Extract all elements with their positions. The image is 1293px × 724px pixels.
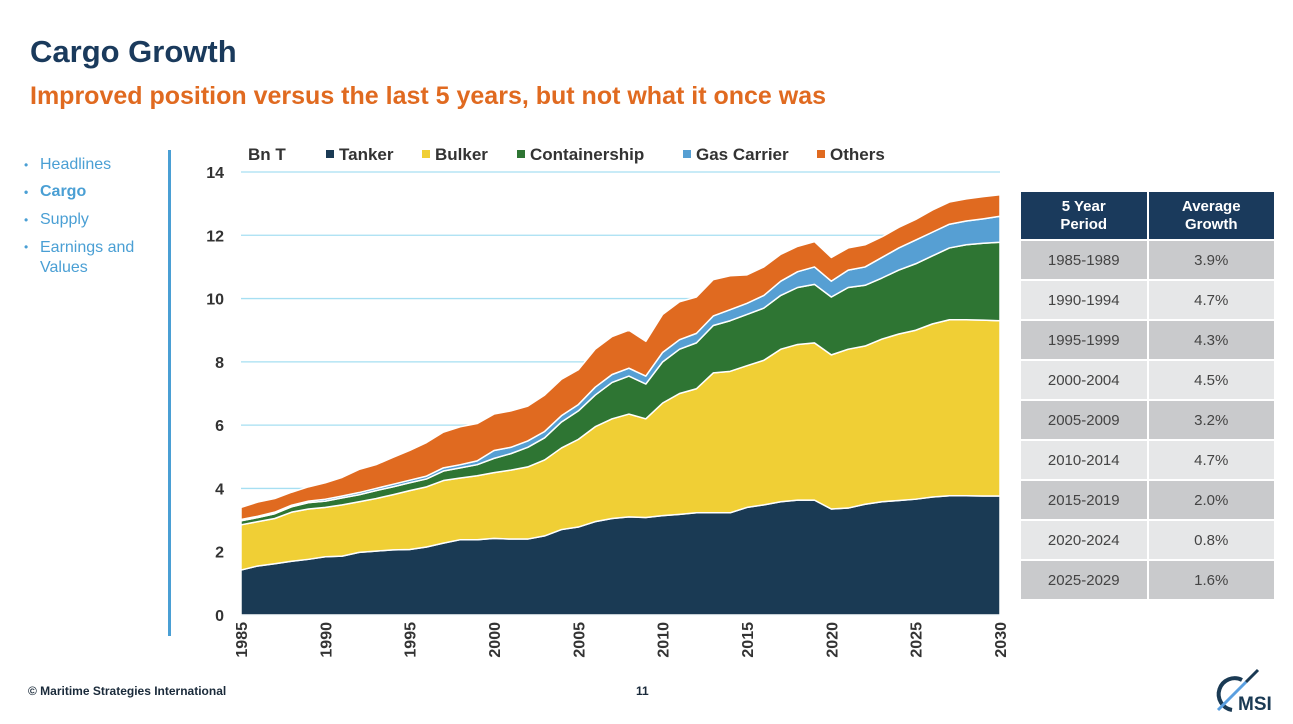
growth-cell: 4.7% [1146, 439, 1276, 481]
legend-swatch [422, 150, 430, 158]
growth-cell: 1.6% [1146, 559, 1276, 601]
page-subtitle: Improved position versus the last 5 year… [30, 82, 827, 110]
legend-label: Gas Carrier [696, 145, 789, 164]
period-cell: 2005-2009 [1019, 399, 1149, 441]
table-row: 2015-2019 2.0% [1019, 479, 1276, 521]
table-row: 1990-1994 4.7% [1019, 279, 1276, 321]
y-tick-label: 6 [215, 418, 224, 435]
growth-cell: 0.8% [1146, 519, 1276, 561]
table-row: 2025-2029 1.6% [1019, 559, 1276, 601]
x-tick-label: 2015 [740, 622, 757, 658]
svg-text:MSI: MSI [1238, 694, 1272, 715]
col-header-growth: Average Growth [1146, 190, 1276, 241]
growth-table: 5 Year Period Average Growth 1985-1989 3.… [1019, 190, 1276, 601]
table-row: 1985-1989 3.9% [1019, 239, 1276, 281]
period-cell: 1995-1999 [1019, 319, 1149, 361]
legend-label: Others [830, 145, 885, 164]
bullet-icon: • [24, 213, 29, 227]
period-cell: 1985-1989 [1019, 239, 1149, 281]
table-row: 1995-1999 4.3% [1019, 319, 1276, 361]
growth-cell: 4.7% [1146, 279, 1276, 321]
table-row: 2000-2004 4.5% [1019, 359, 1276, 401]
nav-item-headlines[interactable]: • Headlines [24, 156, 112, 173]
legend-label: Bulker [435, 145, 488, 164]
x-tick-label: 2020 [824, 622, 841, 658]
period-cell: 2000-2004 [1019, 359, 1149, 401]
legend-label: Tanker [339, 145, 394, 164]
y-tick-label: 12 [206, 228, 224, 245]
table-row: 2020-2024 0.8% [1019, 519, 1276, 561]
msi-logo: MSI [1216, 668, 1272, 715]
growth-cell: 2.0% [1146, 479, 1276, 521]
sidebar-divider [168, 150, 171, 636]
growth-cell: 3.2% [1146, 399, 1276, 441]
period-cell: 2015-2019 [1019, 479, 1149, 521]
growth-cell: 3.9% [1146, 239, 1276, 281]
x-tick-label: 1985 [234, 622, 251, 658]
nav-item-supply[interactable]: • Supply [24, 211, 89, 228]
nav-item-earnings[interactable]: • Earnings and Values [24, 239, 135, 276]
y-tick-label: 2 [215, 545, 224, 562]
page-title: Cargo Growth [30, 34, 237, 69]
growth-cell: 4.5% [1146, 359, 1276, 401]
bullet-icon: • [24, 185, 29, 199]
x-tick-label: 1990 [318, 622, 335, 658]
x-tick-label: 2000 [487, 622, 504, 658]
col-header-period: 5 Year Period [1019, 190, 1149, 241]
copyright: © Maritime Strategies International [28, 684, 227, 698]
legend-swatch [683, 150, 691, 158]
y-tick-label: 8 [215, 355, 224, 372]
y-axis-unit: Bn T [248, 145, 286, 164]
growth-cell: 4.3% [1146, 319, 1276, 361]
x-tick-label: 2005 [571, 622, 588, 658]
period-cell: 2020-2024 [1019, 519, 1149, 561]
page-number: 11 [636, 684, 649, 698]
x-tick-label: 2010 [656, 622, 673, 658]
period-cell: 1990-1994 [1019, 279, 1149, 321]
legend-swatch [517, 150, 525, 158]
x-tick-label: 2030 [993, 622, 1010, 658]
table-row: 2005-2009 3.2% [1019, 399, 1276, 441]
area-others [240, 194, 1001, 521]
y-tick-label: 0 [215, 608, 224, 625]
legend-swatch [326, 150, 334, 158]
legend-label: Containership [530, 145, 644, 164]
bullet-icon: • [24, 240, 29, 254]
table-row: 2010-2014 4.7% [1019, 439, 1276, 481]
nav-item-cargo[interactable]: • Cargo [24, 183, 87, 200]
period-cell: 2010-2014 [1019, 439, 1149, 481]
x-tick-label: 1995 [403, 622, 420, 658]
bullet-icon: • [24, 158, 29, 172]
y-tick-label: 14 [206, 165, 224, 182]
period-cell: 2025-2029 [1019, 559, 1149, 601]
legend-swatch [817, 150, 825, 158]
y-tick-label: 10 [206, 292, 224, 309]
y-tick-label: 4 [215, 481, 224, 498]
x-tick-label: 2025 [909, 622, 926, 658]
